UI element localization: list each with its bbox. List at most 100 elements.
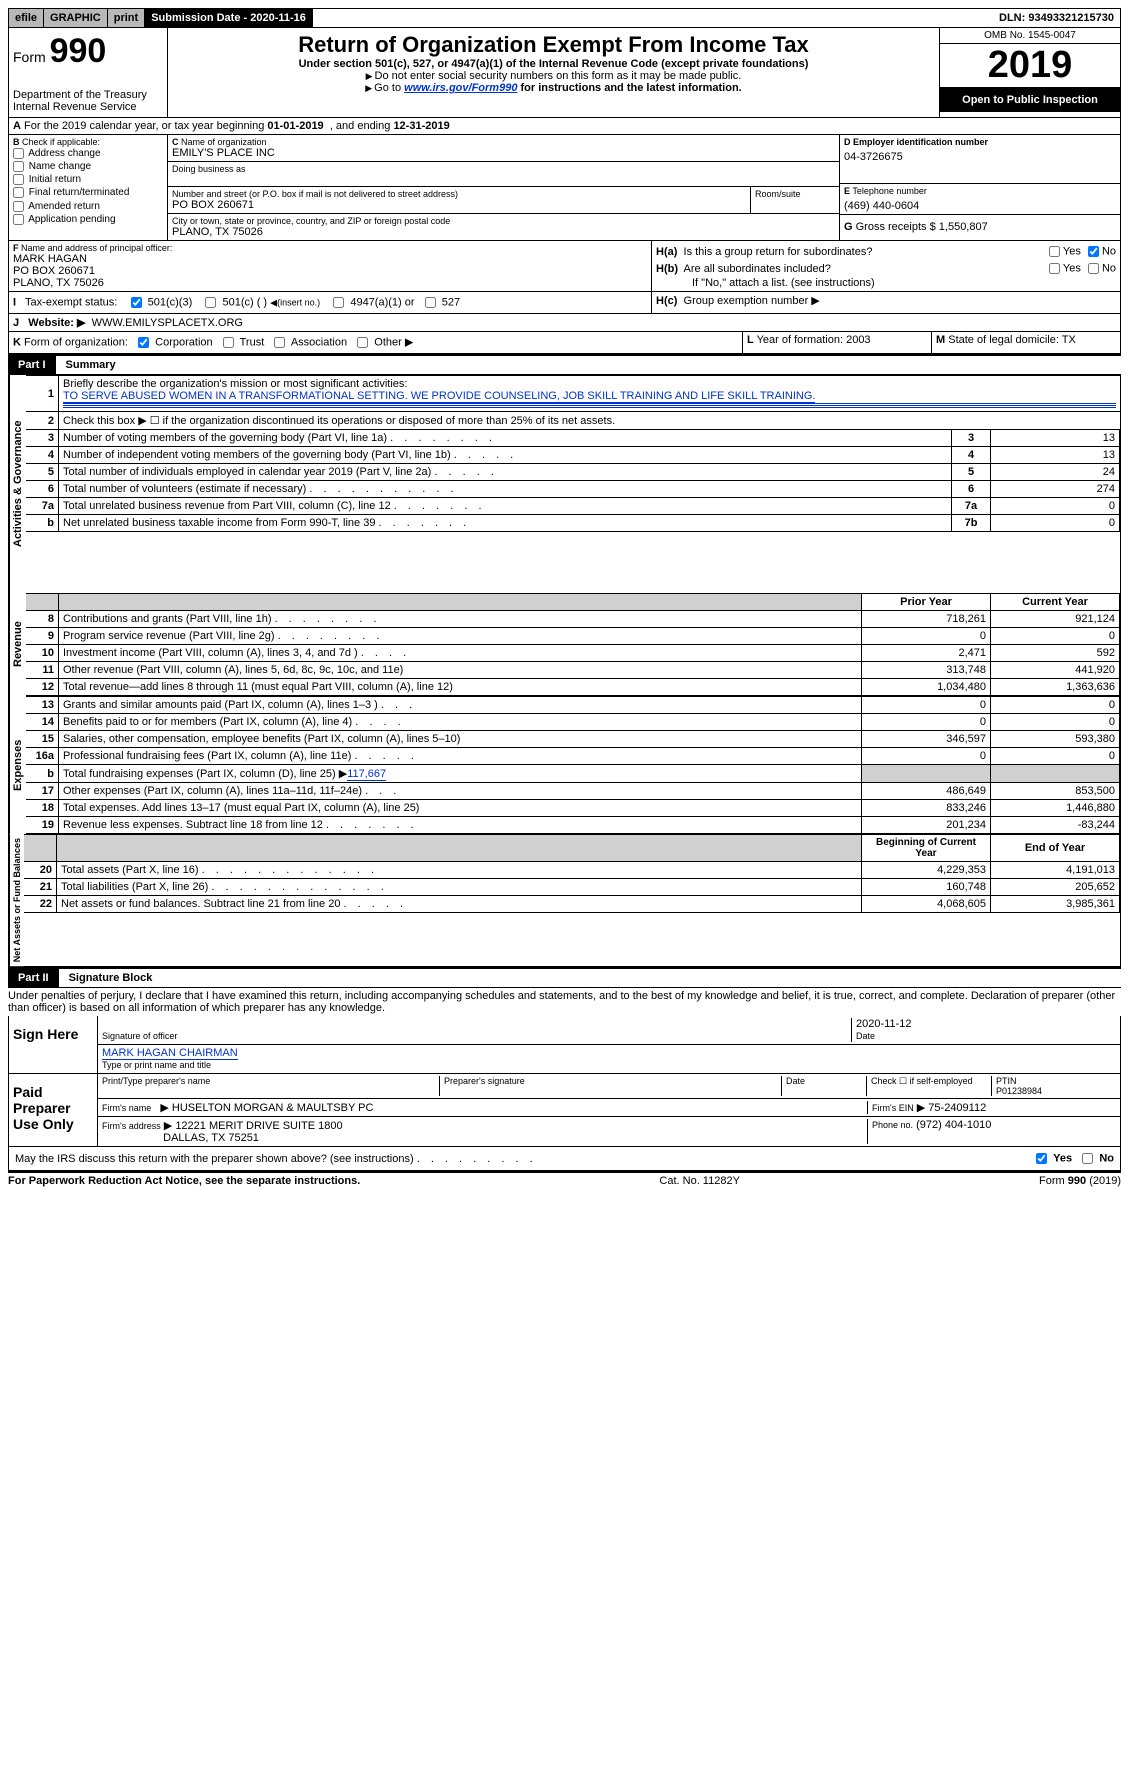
part-1-header: Part I Summary xyxy=(8,354,1121,375)
l9-curr: 0 xyxy=(991,628,1120,645)
b-header: Check if applicable: xyxy=(22,137,100,147)
graphic-button[interactable]: GRAPHIC xyxy=(44,9,108,27)
room-label: Room/suite xyxy=(750,187,839,213)
l8-prior: 718,261 xyxy=(862,611,991,628)
discuss-label: May the IRS discuss this return with the… xyxy=(15,1153,414,1165)
l8-curr: 921,124 xyxy=(991,611,1120,628)
l22-prior: 4,068,605 xyxy=(862,896,991,913)
cb-hb-yes[interactable] xyxy=(1049,263,1060,274)
gross-label: Gross receipts $ xyxy=(856,221,936,233)
prior-year-hdr: Prior Year xyxy=(900,596,952,608)
l12-curr: 1,363,636 xyxy=(991,679,1120,696)
cb-pending[interactable] xyxy=(13,214,24,225)
form990-link[interactable]: www.irs.gov/Form990 xyxy=(404,82,517,94)
l14-label: Benefits paid to or for members (Part IX… xyxy=(59,714,862,731)
gross-value: 1,550,807 xyxy=(939,221,988,233)
l21-label: Total liabilities (Part X, line 26) . . … xyxy=(57,879,862,896)
l3-label: Number of voting members of the governin… xyxy=(59,430,952,447)
efile-button[interactable]: efile xyxy=(9,9,44,27)
org-address: PO BOX 260671 xyxy=(172,199,746,211)
l10-curr: 592 xyxy=(991,645,1120,662)
cb-501c[interactable] xyxy=(205,297,216,308)
l5-value: 24 xyxy=(991,464,1120,481)
cb-corp[interactable] xyxy=(138,337,149,348)
cb-527[interactable] xyxy=(425,297,436,308)
l-label: Year of formation: xyxy=(757,334,843,346)
officer-name: MARK HAGAN xyxy=(13,253,647,265)
cb-4947[interactable] xyxy=(333,297,344,308)
cb-501c3[interactable] xyxy=(131,297,142,308)
l13-curr: 0 xyxy=(991,697,1120,714)
l22-label: Net assets or fund balances. Subtract li… xyxy=(57,896,862,913)
cb-other[interactable] xyxy=(357,337,368,348)
l17-label: Other expenses (Part IX, column (A), lin… xyxy=(59,783,862,800)
l16a-curr: 0 xyxy=(991,748,1120,765)
addr-label: Number and street (or P.O. box if mail i… xyxy=(172,189,746,199)
l21-prior: 160,748 xyxy=(862,879,991,896)
firm-addr1: 12221 MERIT DRIVE SUITE 1800 xyxy=(175,1120,342,1132)
cat-no: Cat. No. 11282Y xyxy=(659,1175,740,1187)
subtitle-3: Go to www.irs.gov/Form990 for instructio… xyxy=(172,82,935,94)
l15-label: Salaries, other compensation, employee b… xyxy=(59,731,862,748)
ptin-label: PTIN xyxy=(996,1076,1017,1086)
declaration: Under penalties of perjury, I declare th… xyxy=(8,988,1121,1016)
cb-ha-yes[interactable] xyxy=(1049,246,1060,257)
cb-initial-return[interactable] xyxy=(13,174,24,185)
subtitle-1: Under section 501(c), 527, or 4947(a)(1)… xyxy=(172,58,935,70)
footer: For Paperwork Reduction Act Notice, see … xyxy=(8,1171,1121,1187)
type-name-label: Type or print name and title xyxy=(102,1060,211,1070)
sig-date-value: 2020-11-12 xyxy=(856,1018,911,1030)
cb-amended[interactable] xyxy=(13,201,24,212)
pp-selfemployed: Check ☐ if self-employed xyxy=(867,1076,992,1096)
cb-address-change[interactable] xyxy=(13,148,24,159)
l1-label: Briefly describe the organization's miss… xyxy=(63,378,407,390)
c-name-label: Name of organization xyxy=(181,137,267,147)
summary-table-nab: Beginning of Current YearEnd of Year 20T… xyxy=(24,834,1120,913)
cb-discuss-yes[interactable] xyxy=(1036,1153,1047,1164)
cb-final-return[interactable] xyxy=(13,187,24,198)
l8-label: Contributions and grants (Part VIII, lin… xyxy=(59,611,862,628)
i-label: Tax-exempt status: xyxy=(25,296,117,308)
current-year-hdr: Current Year xyxy=(1022,596,1088,608)
l14-prior: 0 xyxy=(862,714,991,731)
dln: DLN: 93493321215730 xyxy=(993,9,1120,27)
l3-value: 13 xyxy=(991,430,1120,447)
omb-number: OMB No. 1545-0047 xyxy=(940,28,1120,44)
top-bar: efile GRAPHIC print Submission Date - 20… xyxy=(8,8,1121,28)
l22-curr: 3,985,361 xyxy=(991,896,1120,913)
cb-trust[interactable] xyxy=(223,337,234,348)
cb-assoc[interactable] xyxy=(274,337,285,348)
l15-prior: 346,597 xyxy=(862,731,991,748)
discuss-row: May the IRS discuss this return with the… xyxy=(8,1147,1121,1171)
print-label: print xyxy=(114,12,138,24)
firm-addr-label: Firm's address xyxy=(102,1121,161,1131)
section-expenses: Expenses xyxy=(9,696,26,834)
firm-ein-value: 75-2409112 xyxy=(928,1102,986,1114)
l20-curr: 4,191,013 xyxy=(991,862,1120,879)
paid-preparer-label: Paid Preparer Use Only xyxy=(9,1074,98,1146)
print-button[interactable]: print xyxy=(108,9,145,27)
org-city: PLANO, TX 75026 xyxy=(172,226,835,238)
ein-label: Employer identification number xyxy=(853,137,988,147)
cb-hb-no[interactable] xyxy=(1088,263,1099,274)
firm-addr2: DALLAS, TX 75251 xyxy=(163,1132,259,1144)
cb-name-change[interactable] xyxy=(13,161,24,172)
l6-value: 274 xyxy=(991,481,1120,498)
part-2-title: Signature Block xyxy=(59,969,163,987)
summary-table-ag: 1 Briefly describe the organization's mi… xyxy=(26,375,1120,532)
cb-discuss-no[interactable] xyxy=(1082,1153,1093,1164)
hc-label: Group exemption number xyxy=(684,295,809,307)
l17-prior: 486,649 xyxy=(862,783,991,800)
cb-ha-no[interactable] xyxy=(1088,246,1099,257)
summary-table-exp: 13Grants and similar amounts paid (Part … xyxy=(26,696,1120,834)
ptin-value: P01238984 xyxy=(996,1086,1042,1096)
sign-here-label: Sign Here xyxy=(9,1016,98,1073)
i-block: I Tax-exempt status: 501(c)(3) 501(c) ( … xyxy=(8,292,1121,314)
l7a-value: 0 xyxy=(991,498,1120,515)
l12-label: Total revenue—add lines 8 through 11 (mu… xyxy=(59,679,862,696)
l9-prior: 0 xyxy=(862,628,991,645)
l11-label: Other revenue (Part VIII, column (A), li… xyxy=(59,662,862,679)
l-value: 2003 xyxy=(846,334,870,346)
l11-prior: 313,748 xyxy=(862,662,991,679)
part-1-label: Part I xyxy=(8,356,56,374)
